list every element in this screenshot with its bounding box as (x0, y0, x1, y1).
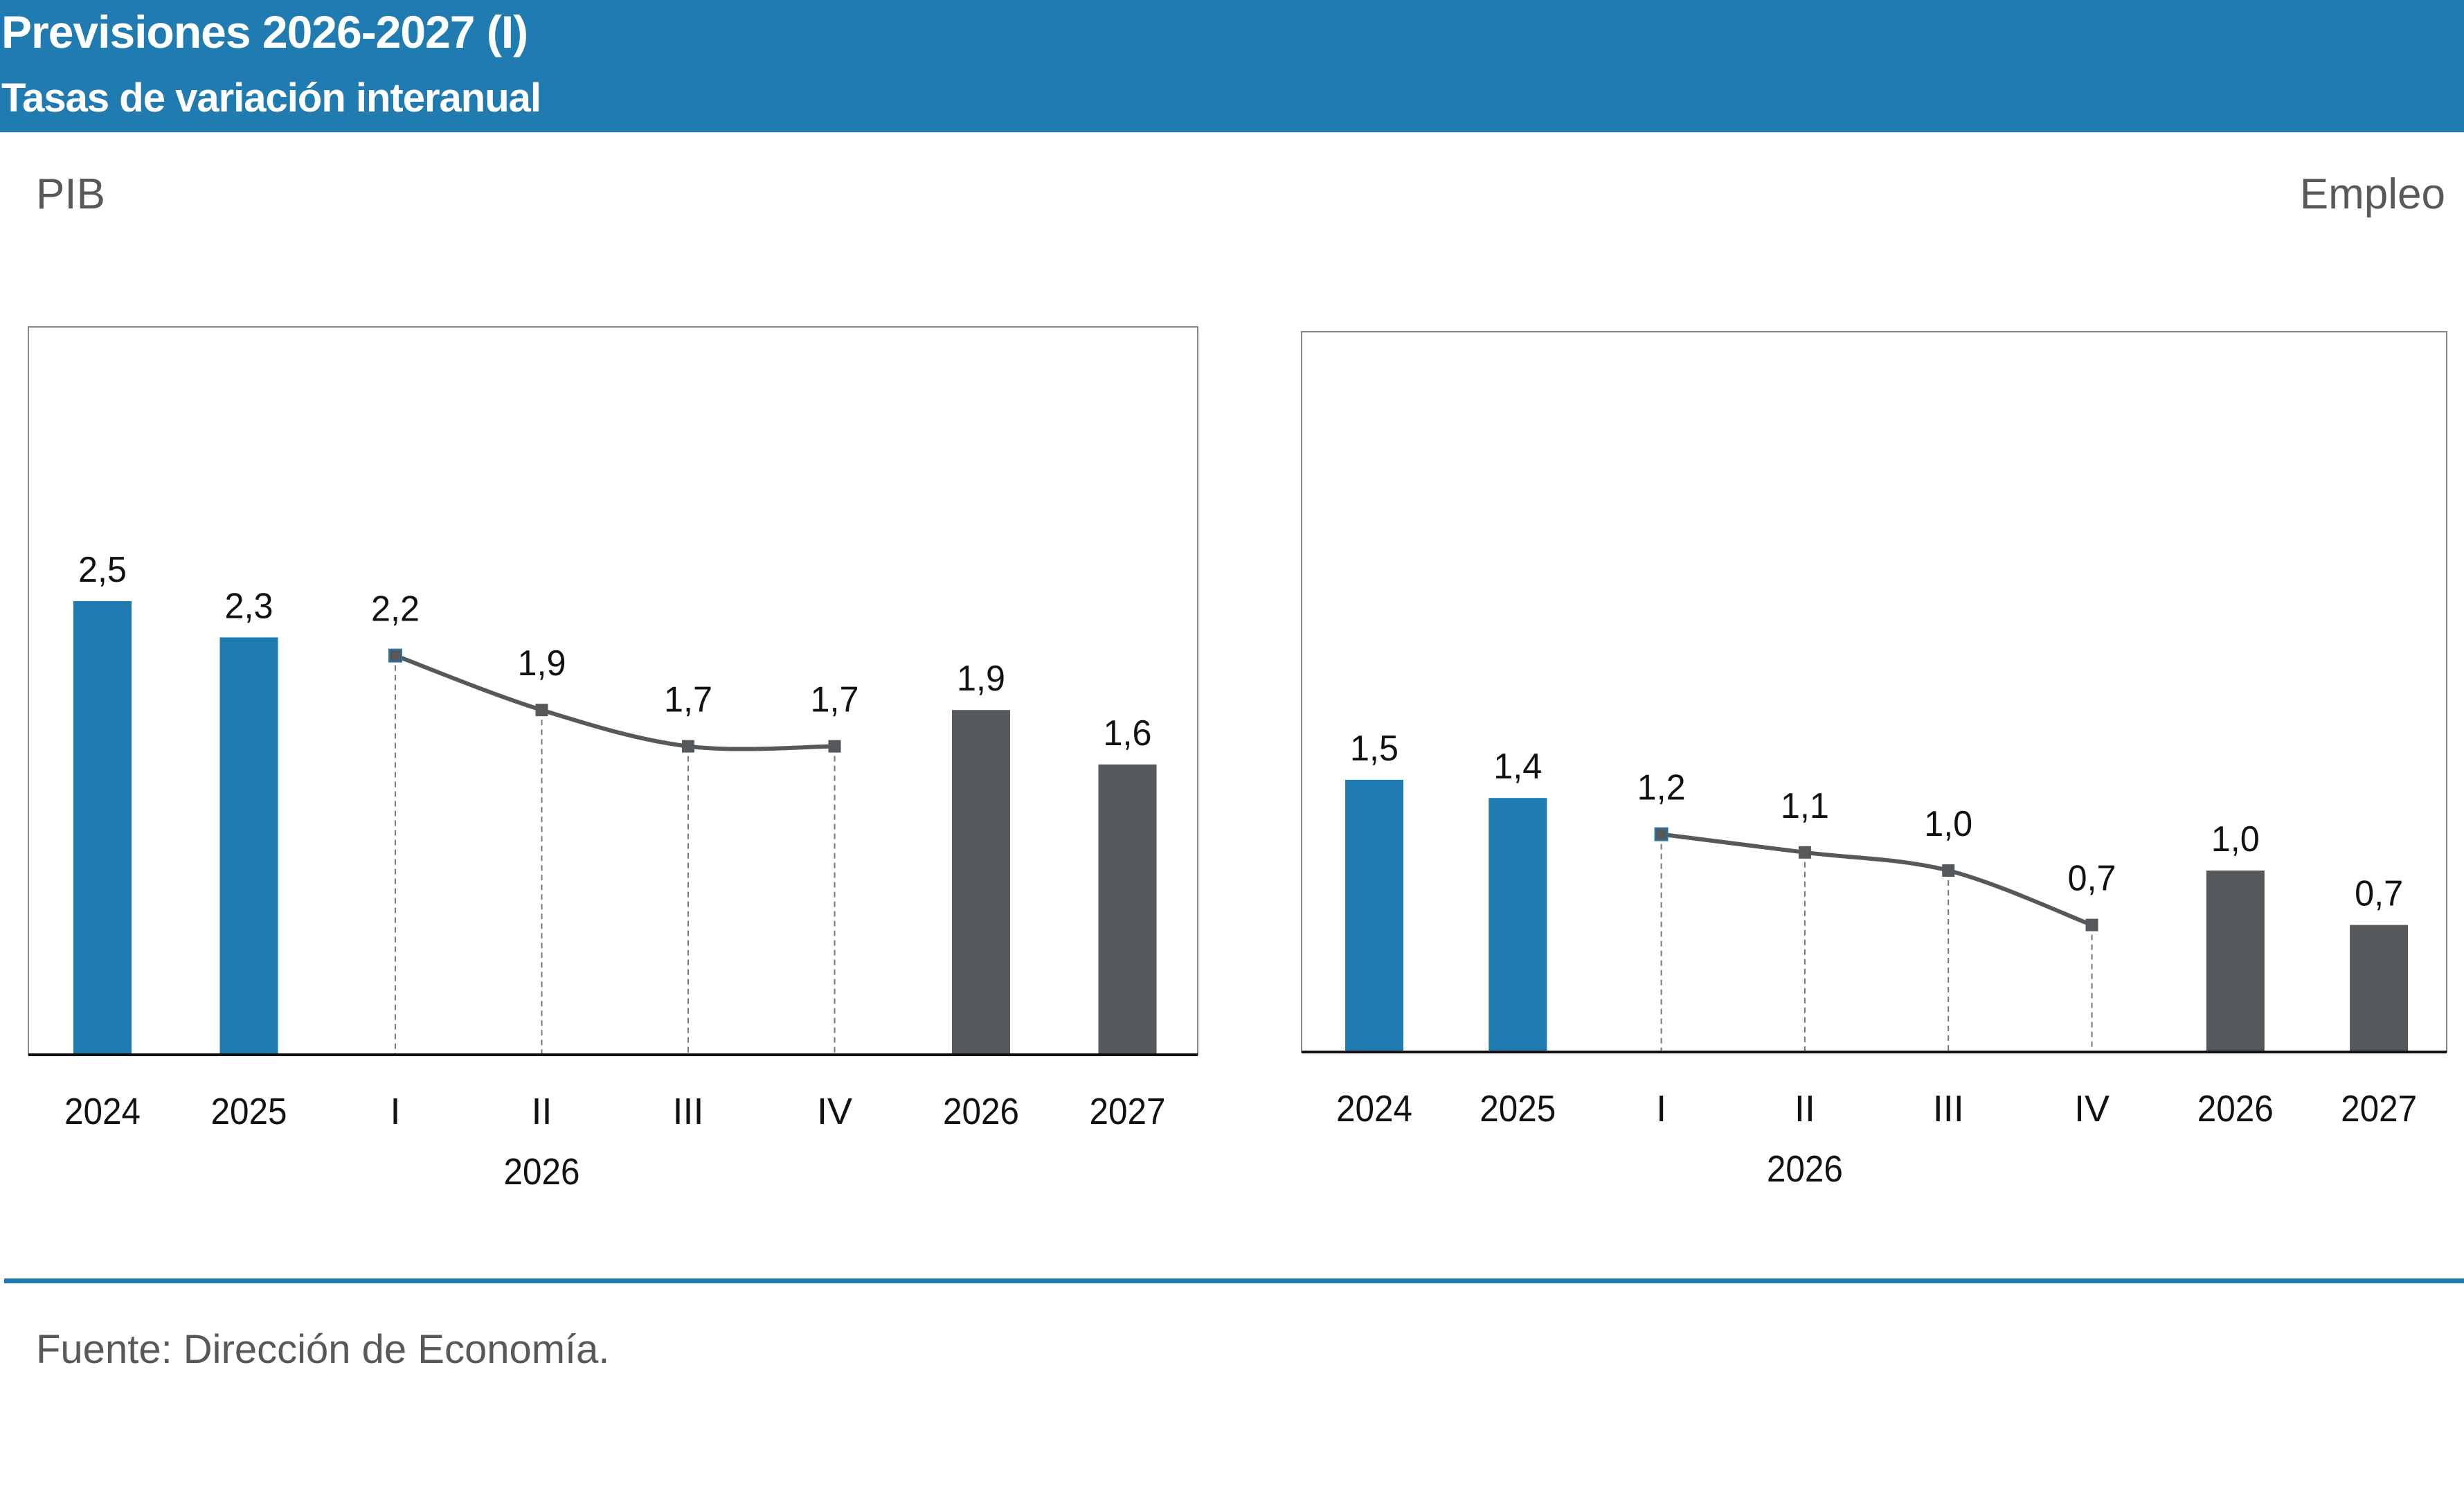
bar-2025 (1489, 798, 1547, 1052)
line-marker-I (388, 648, 402, 663)
bar-2027 (2350, 925, 2409, 1052)
x-tick-label: 2026 (943, 1091, 1019, 1132)
data-label: 0,7 (2355, 874, 2403, 914)
quarterly-line (1661, 832, 2093, 927)
x-tick-label: 2025 (1480, 1088, 1556, 1130)
data-label: 1,0 (1924, 804, 1972, 844)
x-tick-label: IV (817, 1091, 852, 1132)
x-tick-label: 2024 (64, 1091, 141, 1132)
bar-2024 (73, 601, 132, 1055)
data-label: 2,2 (371, 589, 420, 630)
plot-frame (28, 326, 1198, 1055)
line-marker-II (535, 704, 548, 717)
x-group-label: 2026 (504, 1151, 580, 1193)
data-label: 1,1 (1781, 786, 1829, 826)
divider (4, 1278, 2464, 1283)
x-tick-label: 2027 (1090, 1091, 1166, 1132)
line-marker-III (682, 740, 694, 753)
line-marker-IV (2085, 918, 2098, 931)
x-tick-label: II (1795, 1088, 1815, 1130)
data-label: 1,7 (664, 680, 712, 720)
bar-2024 (1345, 780, 1403, 1052)
data-label: 1,6 (1104, 713, 1152, 754)
x-tick-label: 2027 (2341, 1088, 2417, 1130)
page-title: Previsiones 2026-2027 (I) (1, 6, 528, 57)
page-subtitle: Tasas de variación interanual (1, 75, 541, 121)
data-label: 1,9 (957, 659, 1005, 699)
x-tick-label: III (1933, 1088, 1964, 1130)
x-tick-label: II (531, 1091, 552, 1132)
line-marker-III (1942, 864, 1955, 877)
data-label: 2,3 (225, 586, 273, 626)
bar-2026 (952, 710, 1010, 1055)
data-label: 1,2 (1637, 768, 1686, 808)
x-tick-label: 2025 (211, 1091, 287, 1132)
data-label: 1,7 (811, 680, 859, 720)
quarterly-line (394, 653, 835, 751)
line-marker-I (1654, 827, 1669, 841)
source-note: Fuente: Dirección de Economía. (36, 1327, 610, 1372)
x-tick-label: III (672, 1091, 703, 1132)
data-label: 1,5 (1350, 729, 1399, 769)
data-label: 0,7 (2068, 859, 2116, 899)
bar-2027 (1098, 764, 1157, 1055)
line-marker-IV (828, 740, 841, 753)
empleo-chart-title: Empleo (2299, 170, 2445, 218)
x-tick-label: IV (2074, 1088, 2110, 1130)
bar-2025 (219, 637, 278, 1055)
pib-chart-title: PIB (36, 170, 105, 218)
x-tick-label: 2024 (1336, 1088, 1412, 1130)
data-label: 1,4 (1493, 747, 1542, 787)
plot-frame (1301, 331, 2447, 1053)
x-group-label: 2026 (1767, 1148, 1843, 1190)
header-band: Previsiones 2026-2027 (I) Tasas de varia… (0, 0, 2464, 132)
x-tick-label: 2026 (2197, 1088, 2274, 1130)
x-tick-label: I (390, 1091, 400, 1132)
x-tick-label: I (1656, 1088, 1666, 1130)
line-marker-II (1798, 846, 1811, 859)
bar-2026 (2206, 871, 2265, 1052)
data-label: 1,0 (2211, 819, 2260, 859)
data-label: 2,5 (78, 550, 127, 590)
data-label: 1,9 (518, 643, 566, 684)
